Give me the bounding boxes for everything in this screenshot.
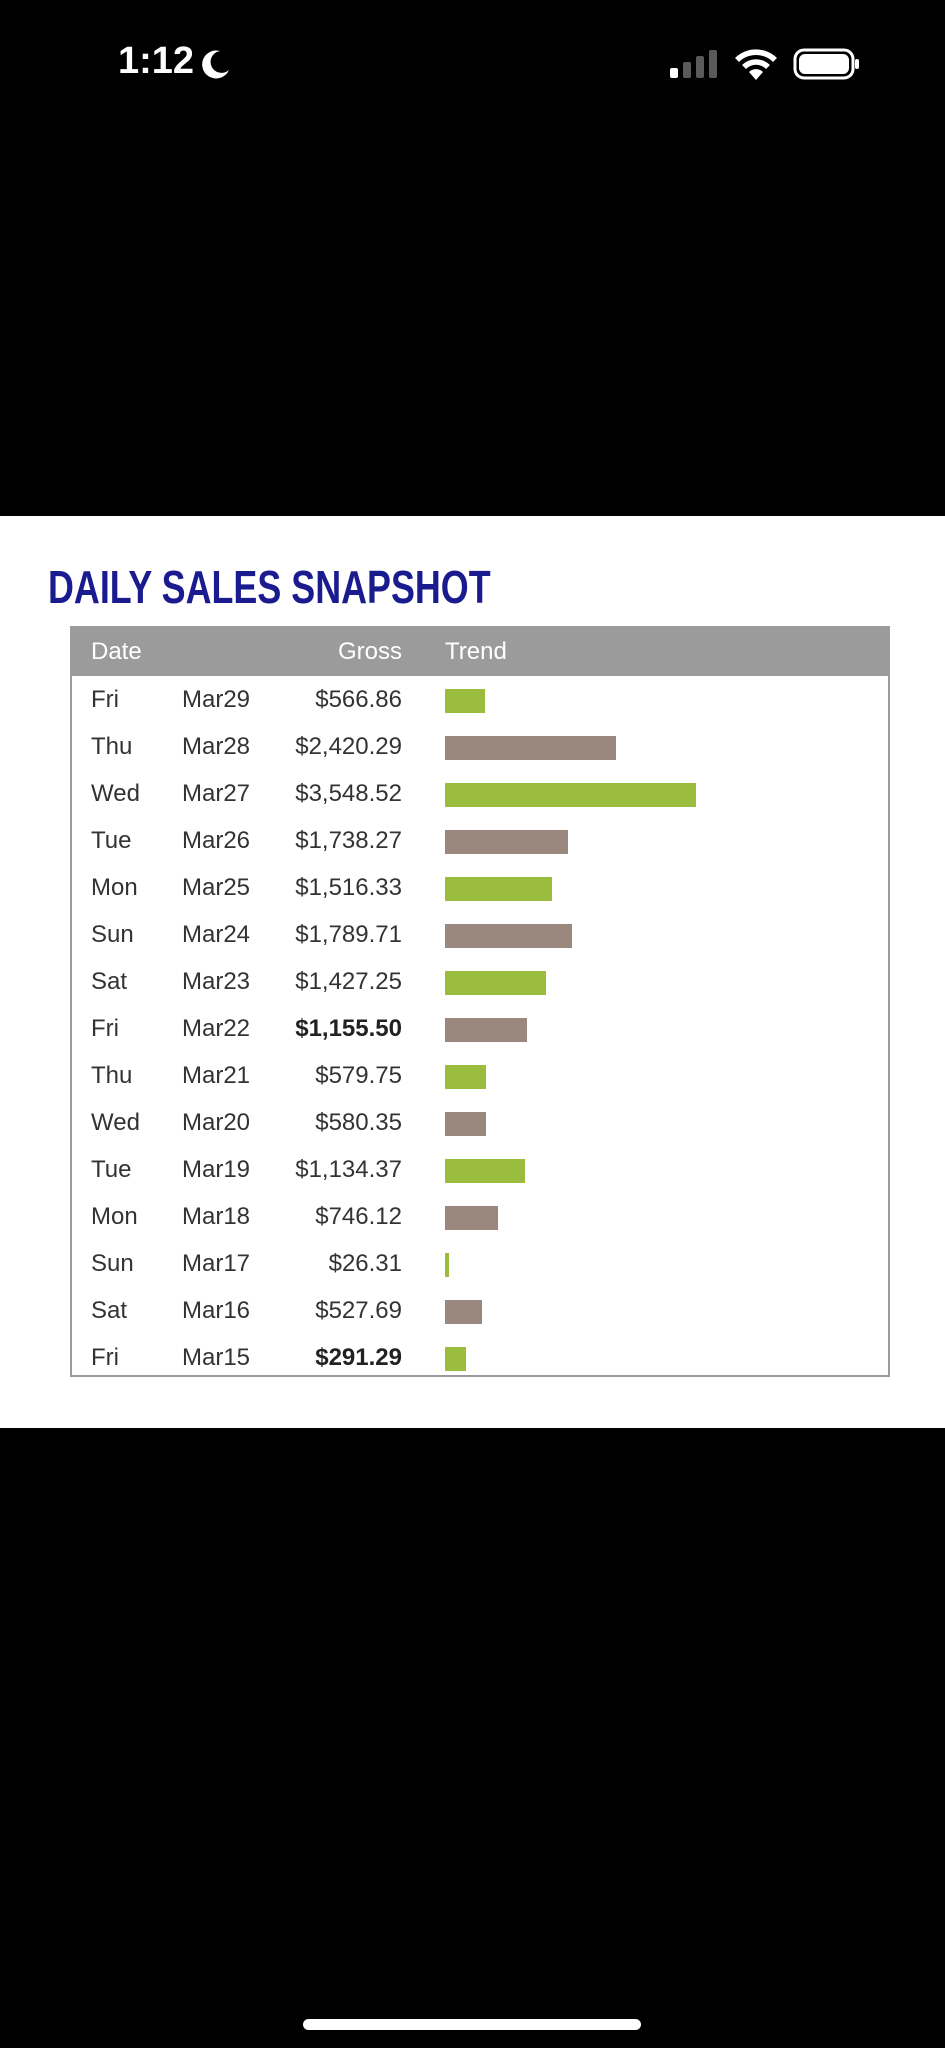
moon-icon [202,50,229,79]
row-date: Mar27 [182,780,251,807]
row-date: Mar20 [182,1109,251,1136]
card-title: DAILY SALES SNAPSHOT [48,561,491,613]
row-gross: $291.29 [315,1344,402,1371]
row-day: Fri [91,686,119,713]
trend-bar [445,830,568,854]
wifi-icon [735,49,777,80]
row-date: Mar16 [182,1297,251,1324]
table-row: Sat Mar16 $527.69 [72,1287,888,1334]
row-gross: $1,516.33 [295,874,402,901]
header-trend: Trend [445,638,507,665]
row-gross: $580.35 [315,1109,402,1136]
row-date: Mar15 [182,1344,251,1371]
trend-bar [445,783,696,807]
row-gross: $579.75 [315,1062,402,1089]
trend-bar [445,1065,486,1089]
cellular-signal-icon [670,50,717,78]
trend-bar [445,1347,466,1371]
trend-bar [445,736,616,760]
trend-bar [445,971,546,995]
trend-bar [445,689,485,713]
row-date: Mar24 [182,921,251,948]
row-day: Fri [91,1015,119,1042]
trend-bar [445,1159,525,1183]
row-gross: $2,420.29 [295,733,402,760]
table-row: Thu Mar21 $579.75 [72,1052,888,1099]
table-row: Fri Mar15 $291.29 [72,1334,888,1381]
table-row: Sun Mar17 $26.31 [72,1240,888,1287]
row-day: Tue [91,1156,132,1183]
row-day: Sat [91,968,128,995]
table-row: Fri Mar29 $566.86 [72,676,888,723]
row-gross: $527.69 [315,1297,402,1324]
row-day: Wed [91,780,140,807]
table-body: Fri Mar29 $566.86 Thu Mar28 $2,420.29 Wed Mar27… [72,676,888,1381]
row-day: Sun [91,1250,134,1277]
row-gross: $746.12 [315,1203,402,1230]
trend-bar [445,924,572,948]
table-header: Date Gross Trend [72,628,888,676]
table-row: Tue Mar19 $1,134.37 [72,1146,888,1193]
row-gross: $1,789.71 [295,921,402,948]
row-date: Mar18 [182,1203,251,1230]
row-day: Fri [91,1344,119,1371]
row-day: Thu [91,1062,133,1089]
trend-bar [445,1018,527,1042]
row-day: Sun [91,921,134,948]
table-row: Thu Mar28 $2,420.29 [72,723,888,770]
sales-table: Date Gross Trend Fri Mar29 $566.86 Thu Mar28… [70,626,890,1377]
status-bar: 1:12 [0,0,945,130]
row-gross: $26.31 [328,1250,402,1277]
row-date: Mar28 [182,733,251,760]
row-date: Mar23 [182,968,251,995]
table-row: Tue Mar26 $1,738.27 [72,817,888,864]
row-date: Mar17 [182,1250,251,1277]
row-date: Mar26 [182,827,251,854]
row-date: Mar19 [182,1156,251,1183]
table-row: Fri Mar22 $1,155.50 [72,1005,888,1052]
trend-bar [445,1206,498,1230]
header-date: Date [91,638,142,665]
row-date: Mar25 [182,874,251,901]
trend-bar [445,1253,449,1277]
trend-bar [445,1112,486,1136]
table-row: Wed Mar27 $3,548.52 [72,770,888,817]
row-day: Thu [91,733,133,760]
battery-icon [793,48,859,80]
table-row: Sat Mar23 $1,427.25 [72,958,888,1005]
row-day: Sat [91,1297,128,1324]
row-date: Mar29 [182,686,251,713]
row-gross: $1,427.25 [295,968,402,995]
table-row: Mon Mar18 $746.12 [72,1193,888,1240]
row-day: Tue [91,827,132,854]
table-row: Sun Mar24 $1,789.71 [72,911,888,958]
table-row: Mon Mar25 $1,516.33 [72,864,888,911]
row-gross: $566.86 [315,686,402,713]
status-time: 1:12 [118,40,195,82]
row-date: Mar21 [182,1062,251,1089]
sales-snapshot-card: DAILY SALES SNAPSHOT Date Gross Trend Fr… [0,516,945,1428]
row-day: Mon [91,874,138,901]
trend-bar [445,1300,482,1324]
header-gross: Gross [337,638,402,665]
row-day: Wed [91,1109,140,1136]
row-gross: $1,155.50 [295,1015,402,1042]
row-date: Mar22 [182,1015,251,1042]
row-gross: $1,134.37 [295,1156,402,1183]
row-day: Mon [91,1203,138,1230]
row-gross: $1,738.27 [295,827,402,854]
home-indicator[interactable] [303,2019,641,2030]
table-row: Wed Mar20 $580.35 [72,1099,888,1146]
trend-bar [445,877,552,901]
row-gross: $3,548.52 [295,780,402,807]
